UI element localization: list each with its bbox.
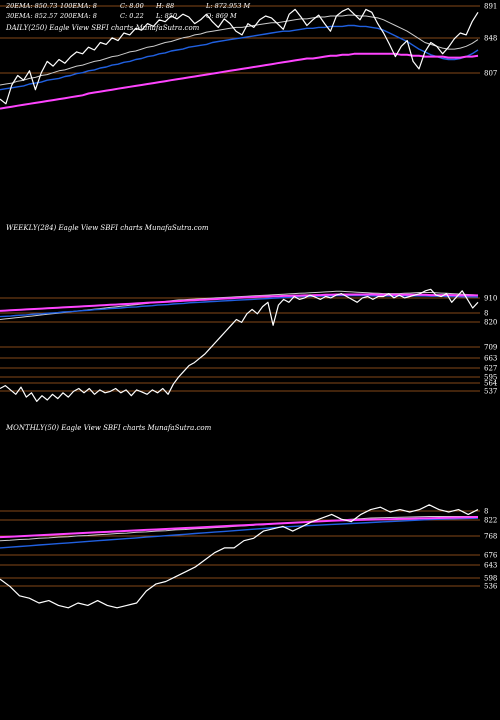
panel0-price-label-0: 891 [484,3,497,11]
panel1-price-label-4: 663 [484,355,497,363]
panel0-ema50-line [0,24,479,91]
header-row2-col3: C: 0.22 [120,12,144,20]
header-row2-col2: 200EMA: 8 [60,12,97,20]
panel2-price-label-2: 768 [484,533,497,541]
panel2-price-line [0,504,479,609]
panel1-price-label-5: 627 [484,365,497,373]
header-row2-col5: O: 869 M [206,12,237,20]
panel0-price-label-1: 848 [484,35,497,43]
panel2-price-label-3: 676 [484,552,498,560]
header-row1-col5: L: 872.953 M [206,2,251,10]
panel1-price-label-1: 8 [484,310,488,318]
panel2-price-label-4: 643 [484,562,497,570]
header-row1-col3: C: 8.00 [120,2,144,10]
panel1-price-label-2: 820 [484,319,497,327]
panel2-price-label-5: 598 [484,575,497,583]
panel2-ema50-line [0,517,479,549]
panel1-price-label-8: 537 [484,388,497,396]
panel2-ema100-line [0,516,479,539]
panel1-ema100-line [0,293,478,312]
panel1-price-label-3: 709 [484,344,497,352]
panel1-price-label-7: 564 [484,380,498,388]
panel2-price-label-0: 8 [484,508,488,516]
daily-panel-title: DAILY(250) Eagle View SBFI charts Munafa… [6,24,200,32]
panel0-price-line [0,7,479,105]
panel1-price-label-6: 595 [484,374,497,382]
header-row2-col1: 30EMA: 852.57 [6,12,58,20]
panel0-price-label-2: 807 [484,70,497,78]
header-row1-col1: 20EMA: 850.73 [6,2,58,10]
header-row1-col2: 100EMA: 8 [60,2,97,10]
panel0-ema20-line [0,14,479,86]
panel1-price-label-0: 910 [484,295,497,303]
weekly-panel-title: WEEKLY(284) Eagle View SBFI charts Munaf… [6,224,209,232]
panel0-ema100-line [0,52,479,110]
panel2-price-label-1: 822 [484,517,497,525]
monthly-panel-title: MONTHLY(50) Eagle View SBFI charts Munaf… [6,424,212,432]
header-row1-col4: H: 88 [156,2,175,10]
panel1-price-line [0,288,479,402]
header-row2-col4: L: 850 [156,12,177,20]
panel2-price-label-6: 536 [484,583,498,591]
